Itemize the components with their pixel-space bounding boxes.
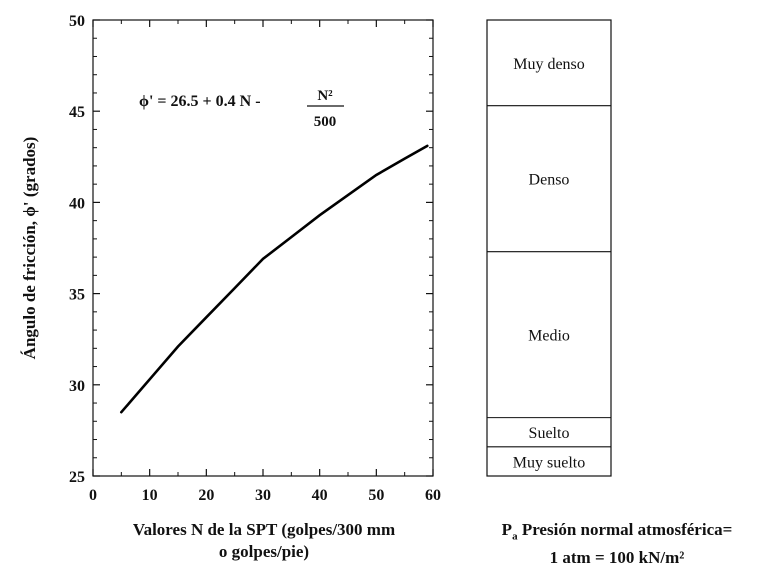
x-tick-label: 0 bbox=[89, 487, 97, 504]
density-bands: Muy denso Denso Medio Suelto Muy suelto bbox=[487, 56, 611, 471]
x-tick-label: 20 bbox=[198, 487, 214, 504]
density-column-frame bbox=[486, 19, 612, 477]
band-label: Muy suelto bbox=[513, 454, 585, 471]
x-axis-label: Valores N de la SPT (golpes/300 mm o gol… bbox=[78, 519, 450, 563]
x-tick-label: 30 bbox=[255, 487, 271, 504]
equation-denominator: 500 bbox=[314, 114, 337, 130]
y-tick-labels: 25 30 35 40 45 50 bbox=[69, 13, 85, 486]
band-label: Denso bbox=[529, 172, 570, 189]
x-axis-label-line-1: Valores N de la SPT (golpes/300 mm bbox=[132, 520, 396, 539]
y-tick-label: 40 bbox=[69, 195, 85, 212]
y-tick-label: 35 bbox=[69, 287, 85, 304]
caption-line-2: 1 atm = 100 kN/m² bbox=[549, 548, 685, 568]
band-label: Muy denso bbox=[513, 56, 585, 73]
axis-ticks bbox=[92, 19, 434, 477]
equation-numerator: N² bbox=[317, 88, 333, 104]
x-tick-label: 10 bbox=[142, 487, 158, 504]
x-tick-label: 50 bbox=[368, 487, 384, 504]
atmospheric-pressure-caption: Pa Presión normal atmosférica= 1 atm = 1… bbox=[469, 519, 765, 569]
y-tick-label: 50 bbox=[69, 13, 85, 30]
x-tick-label: 60 bbox=[425, 487, 441, 504]
caption-line-1: Pa Presión normal atmosférica= bbox=[501, 520, 733, 543]
x-tick-label: 40 bbox=[312, 487, 328, 504]
series-line bbox=[120, 144, 429, 414]
y-tick-label: 25 bbox=[69, 469, 85, 486]
y-tick-label: 30 bbox=[69, 378, 85, 395]
equation-lhs: ϕ' = 26.5 + 0.4 N - bbox=[139, 93, 261, 110]
x-tick-labels: 0 10 20 30 40 50 60 bbox=[89, 487, 441, 504]
x-axis-label-line-2: o golpes/pie) bbox=[218, 542, 310, 561]
y-axis-label: Ángulo de fricción, ϕ' (grados) bbox=[20, 137, 39, 360]
y-tick-label: 45 bbox=[69, 104, 85, 121]
band-label: Medio bbox=[528, 328, 570, 345]
band-label: Suelto bbox=[529, 425, 570, 442]
plot-frame bbox=[92, 19, 434, 477]
